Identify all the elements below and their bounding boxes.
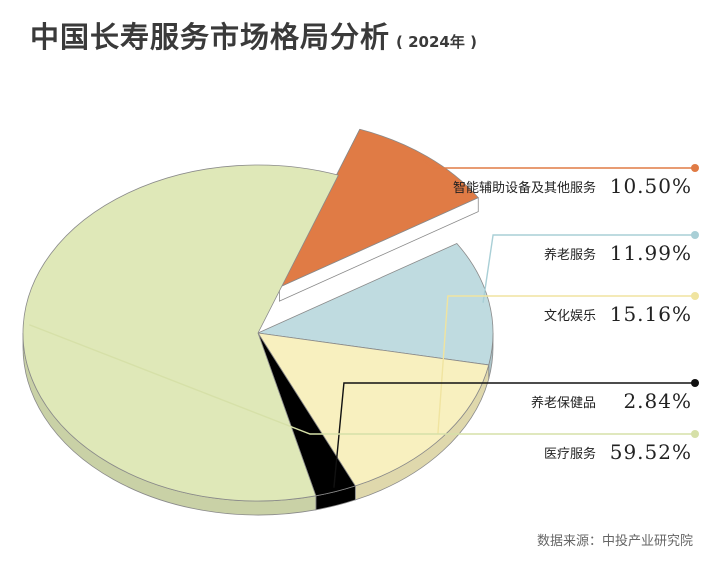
pie-tops [22, 128, 494, 502]
leader-line-3 [333, 382, 695, 488]
slice-value-label-4: 59.52% [610, 440, 692, 464]
pie-slice-4 [22, 164, 339, 502]
title-block: 中国长寿服务市场格局分析 ( 2024年 ) [30, 14, 477, 56]
pie-slice-1 [257, 243, 494, 366]
leader-line-1 [482, 234, 695, 303]
leader-dot-4 [691, 430, 699, 438]
data-source: 数据来源：中投产业研究院 [536, 534, 693, 549]
leader-dot-0 [691, 164, 699, 172]
slice-name-label-3: 养老保健品 [531, 395, 596, 411]
slice-name-label-2: 文化娱乐 [544, 309, 596, 324]
slice-value-label-0: 10.50% [610, 174, 692, 198]
slice-name-label-0: 智能辅助设备及其他服务 [453, 180, 596, 196]
slice-value-label-2: 15.16% [610, 302, 692, 326]
slice-value-label-1: 11.99% [610, 241, 692, 265]
leader-line-2 [437, 295, 695, 435]
page-title: 中国长寿服务市场格局分析 [30, 20, 391, 54]
pie-slice-0 [279, 128, 479, 288]
page-subtitle: ( 2024年 ) [396, 33, 477, 51]
pie-slice-2 [257, 332, 490, 487]
leader-dot-2 [691, 292, 699, 300]
leader-dot-3 [691, 379, 699, 387]
slice-value-label-3: 2.84% [623, 389, 692, 413]
slice-name-label-1: 养老服务 [544, 247, 596, 263]
slice-name-label-4: 医疗服务 [544, 446, 596, 462]
leader-line-4 [29, 324, 695, 435]
leader-line-0 [422, 158, 695, 169]
leader-dot-1 [691, 231, 699, 239]
